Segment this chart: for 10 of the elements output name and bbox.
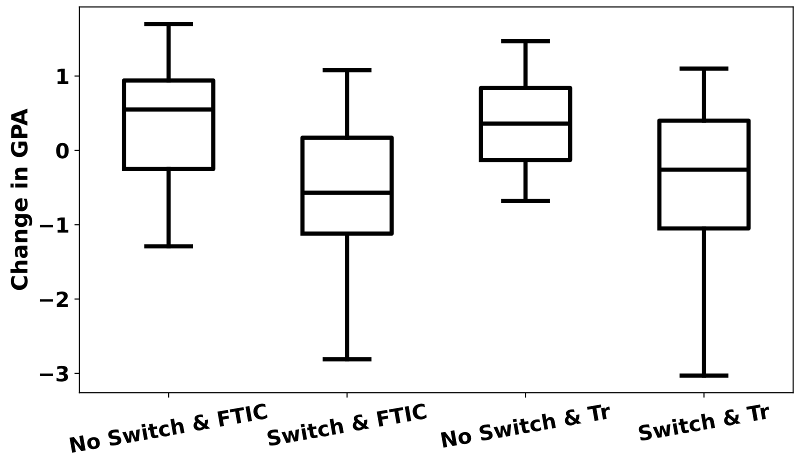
x-tick-label: No Switch & FTIC bbox=[69, 402, 268, 453]
y-tick-label: −1 bbox=[40, 217, 68, 233]
x-tick-label: Switch & FTIC bbox=[266, 402, 427, 446]
y-tick-label: 1 bbox=[58, 68, 68, 84]
x-tick-label: Switch & Tr bbox=[638, 402, 771, 442]
y-tick-label: 0 bbox=[56, 142, 69, 159]
x-tick-label: No Switch & Tr bbox=[440, 402, 612, 448]
y-tick-label: −2 bbox=[40, 292, 68, 307]
y-tick-label: −3 bbox=[40, 366, 68, 382]
y-axis-title: Change in GPA bbox=[10, 108, 32, 290]
